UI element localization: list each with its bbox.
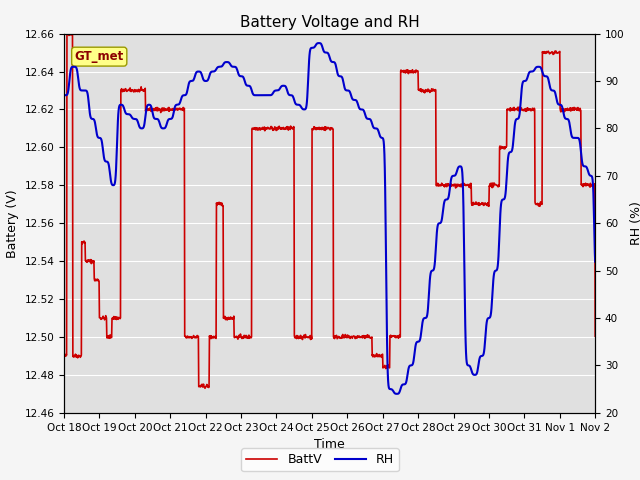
- BattV: [413, 68, 420, 73]
- Y-axis label: RH (%): RH (%): [630, 201, 640, 245]
- BattV: [239, 334, 246, 340]
- RH: [179, 94, 186, 99]
- RH: [165, 116, 173, 122]
- Line: BattV: BattV: [64, 32, 595, 388]
- RH: [529, 69, 537, 74]
- RH: [413, 339, 420, 345]
- BattV: [529, 106, 537, 111]
- RH: [237, 73, 245, 79]
- RH: [482, 327, 490, 333]
- RH: [591, 259, 599, 264]
- BattV: [591, 334, 599, 339]
- RH: [60, 92, 68, 98]
- BattV: [179, 106, 186, 112]
- RH: [393, 391, 401, 396]
- Line: RH: RH: [64, 43, 595, 394]
- BattV: [201, 385, 209, 391]
- BattV: [68, 29, 76, 35]
- RH: [316, 40, 323, 46]
- Y-axis label: Battery (V): Battery (V): [6, 189, 19, 257]
- Title: Battery Voltage and RH: Battery Voltage and RH: [240, 15, 419, 30]
- Text: GT_met: GT_met: [75, 50, 124, 63]
- Legend: BattV, RH: BattV, RH: [241, 448, 399, 471]
- BattV: [166, 107, 173, 112]
- X-axis label: Time: Time: [314, 438, 345, 451]
- BattV: [60, 353, 68, 359]
- BattV: [482, 201, 490, 207]
